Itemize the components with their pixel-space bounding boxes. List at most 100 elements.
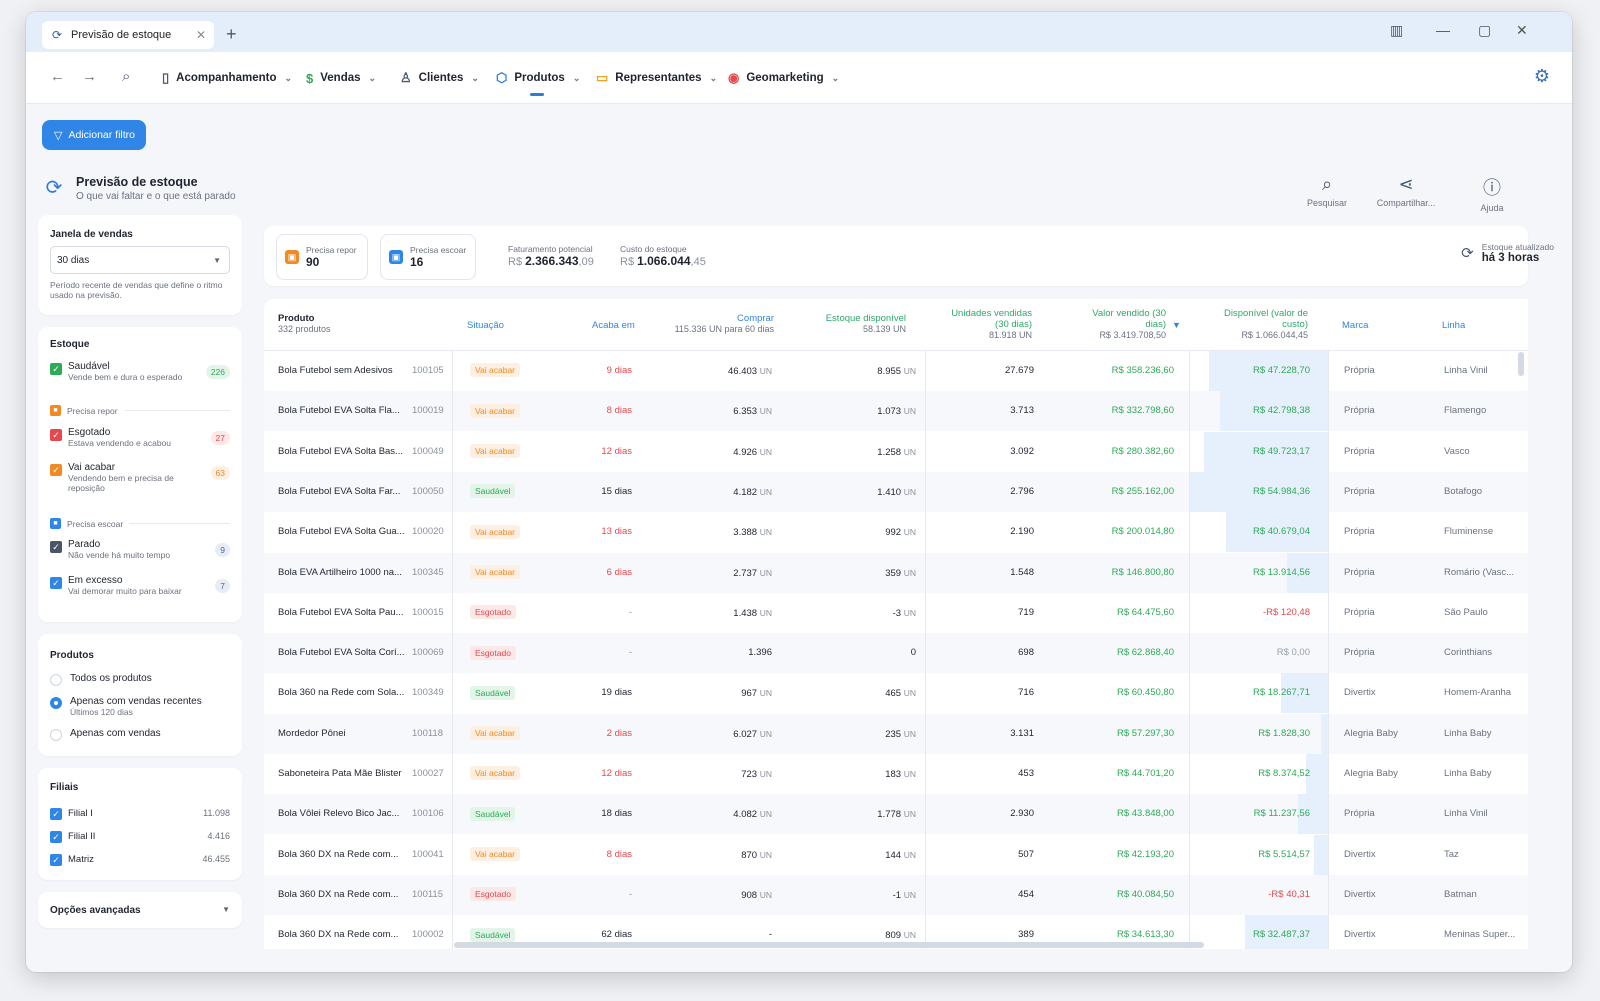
- col-product[interactable]: Produto 332 produtos: [278, 313, 331, 335]
- book-icon: ▯: [162, 70, 170, 85]
- table-row[interactable]: Bola Futebol EVA Solta Far... 100050 Saudá…: [264, 471, 1528, 512]
- product-name: Bola EVA Artilheiro 1000 na...: [278, 553, 406, 593]
- col-status[interactable]: Situação: [467, 320, 504, 331]
- stock-qty: 235 UN: [804, 714, 916, 754]
- branch-row[interactable]: ✓ Filial II 4.416: [50, 829, 230, 843]
- radio-recent-sales[interactable]: Apenas com vendas recentes Últimos 120 di…: [50, 696, 202, 717]
- radio-with-sales[interactable]: Apenas com vendas: [50, 728, 161, 741]
- units-sold-text: 454: [1018, 888, 1034, 900]
- checkbox-checked-icon[interactable]: ✓: [50, 808, 62, 820]
- new-tab-icon[interactable]: +: [226, 24, 237, 44]
- col-product-label: Produto: [278, 313, 315, 324]
- table-row[interactable]: Bola 360 DX na Rede com... 100002 Saudável…: [264, 915, 1528, 949]
- brand: Própria: [1344, 391, 1434, 431]
- nav-menu-geomarketing[interactable]: ◉ Geomarketing ⌄: [728, 52, 839, 104]
- stock-healthy-option[interactable]: ✓ Saudável Vende bem e dura o esperado 22…: [50, 361, 230, 382]
- table-row[interactable]: Saboneteira Pata Mãe Blister 100027 Vai ac…: [264, 754, 1528, 794]
- product-name: Saboneteira Pata Mãe Blister: [278, 754, 406, 794]
- gear-icon[interactable]: ⚙: [1533, 66, 1550, 86]
- table-row[interactable]: Bola Futebol sem Adesivos 100105 Vai acaba…: [264, 351, 1528, 391]
- table-row[interactable]: Bola Futebol EVA Solta Fla... 100019 Vai a…: [264, 391, 1528, 432]
- kpi-restock[interactable]: ▣ Precisa repor 90: [276, 234, 368, 280]
- table-row[interactable]: Bola Futebol EVA Solta Gua... 100020 Vai a…: [264, 512, 1528, 553]
- table-row[interactable]: Bola 360 DX na Rede com... 100115 Esgotado…: [264, 874, 1528, 915]
- refresh-icon[interactable]: ⟳: [1461, 245, 1474, 262]
- radio-on-icon[interactable]: [50, 697, 62, 709]
- branch-row[interactable]: ✓ Matriz 46.455: [50, 852, 230, 866]
- table-row[interactable]: Bola Futebol EVA Solta Corí... 100069 Esgo…: [264, 633, 1528, 674]
- status-badge: Esgotado: [470, 645, 516, 660]
- col-ends[interactable]: Acaba em: [592, 320, 635, 331]
- table-row[interactable]: Bola EVA Artilheiro 1000 na... 100345 Vai …: [264, 552, 1528, 593]
- add-filter-button[interactable]: ▽ Adicionar filtro: [42, 120, 146, 150]
- radio-off-icon[interactable]: [50, 674, 62, 686]
- branch-name: Filial II: [68, 830, 96, 842]
- sort-desc-icon[interactable]: ▼: [1172, 320, 1181, 330]
- table-row[interactable]: Bola Futebol EVA Solta Bas... 100049 Vai a…: [264, 431, 1528, 472]
- col-stock[interactable]: Estoque disponível 58.139 UN: [796, 313, 906, 335]
- stock-stopped-option[interactable]: ✓ Parado Não vende há muito tempo 9: [50, 539, 230, 560]
- buy-qty-text: 6.353: [733, 406, 758, 418]
- checkbox-checked-icon[interactable]: ✓: [50, 429, 62, 441]
- ends-in: 13 dias: [564, 512, 632, 552]
- close-tab-icon[interactable]: ✕: [195, 28, 206, 42]
- share-tool-button[interactable]: ⋖ Compartilhar...: [1374, 174, 1438, 208]
- horizontal-scrollbar[interactable]: [454, 942, 1204, 948]
- table-row[interactable]: Bola 360 na Rede com Sola... 100349 Saudáv…: [264, 673, 1528, 714]
- checkbox-checked-icon[interactable]: ✓: [50, 363, 62, 375]
- close-window-icon[interactable]: ✕: [1516, 22, 1528, 38]
- col-units[interactable]: Unidades vendidas (30 dias) 81.918 UN: [938, 308, 1032, 341]
- table-row[interactable]: Bola 360 DX na Rede com... 100041 Vai acab…: [264, 834, 1528, 875]
- col-buy[interactable]: Comprar 115.336 UN para 60 dias: [654, 313, 774, 335]
- stock-soldout-option[interactable]: ✓ Esgotado Estava vendendo e acabou 27: [50, 427, 230, 448]
- column-divider: [1189, 351, 1190, 949]
- browser-tab[interactable]: ⟳ Previsão de estoque ✕: [42, 21, 214, 49]
- sales-window-select[interactable]: 30 dias ▼: [50, 246, 230, 274]
- advanced-options-toggle[interactable]: Opções avançadas ▼: [38, 892, 242, 928]
- nav-menu-produtos[interactable]: ⬡ Produtos ⌄: [496, 52, 580, 104]
- col-line[interactable]: Linha: [1442, 320, 1466, 331]
- all-products-label: Todos os produtos: [70, 673, 152, 684]
- help-tool-button[interactable]: ⓘ Ajuda: [1474, 174, 1510, 213]
- minimize-icon[interactable]: —: [1436, 22, 1450, 38]
- search-tool-button[interactable]: ⌕ Pesquisar: [1306, 174, 1348, 208]
- branch-row[interactable]: ✓ Filial I 11.098: [50, 806, 230, 820]
- table-row[interactable]: Mordedor Pônei 100118 Vai acabar 2 dias 6.02…: [264, 713, 1528, 754]
- stock-updated[interactable]: ⟳ Estoque atualizado há 3 horas: [1461, 242, 1554, 264]
- nav-menu-clientes[interactable]: ♙ Clientes ⌄: [400, 52, 479, 104]
- col-sold[interactable]: Valor vendido (30 dias) R$ 3.419.708,50: [1070, 308, 1166, 341]
- ends-in-text: 18 dias: [601, 808, 632, 820]
- stock-qty: 1.778 UN: [804, 794, 916, 834]
- checkbox-checked-icon[interactable]: ✓: [50, 577, 62, 589]
- units-sold-text: 507: [1018, 848, 1034, 860]
- brand: Própria: [1344, 553, 1434, 593]
- unit-label: UN: [903, 366, 916, 376]
- split-view-icon[interactable]: ▥: [1390, 22, 1404, 38]
- forward-arrow-icon[interactable]: →: [82, 68, 97, 85]
- checkbox-checked-icon[interactable]: ✓: [50, 541, 62, 553]
- table-row[interactable]: Bola Futebol EVA Solta Pau... 100015 Esgot…: [264, 593, 1528, 633]
- col-brand[interactable]: Marca: [1342, 320, 1369, 331]
- nav-menu-acompanhamento[interactable]: ▯ Acompanhamento ⌄: [162, 52, 292, 104]
- available-value: R$ 13.914,56: [1214, 553, 1310, 593]
- stock-qty: 8.955 UN: [804, 351, 916, 391]
- checkbox-checked-icon[interactable]: ✓: [50, 464, 62, 476]
- back-arrow-icon[interactable]: ←: [50, 68, 65, 85]
- stock-ending-option[interactable]: ✓ Vai acabar Vendendo bem e precisa de re…: [50, 462, 230, 493]
- stock-excess-option[interactable]: ✓ Em excesso Vai demorar muito para baixa…: [50, 575, 230, 596]
- kpi-clear[interactable]: ▣ Precisa escoar 16: [380, 234, 476, 280]
- nav-menu-vendas[interactable]: $ Vendas ⌄: [306, 52, 376, 104]
- radio-off-icon[interactable]: [50, 729, 62, 741]
- checkbox-checked-icon[interactable]: ✓: [50, 831, 62, 843]
- maximize-icon[interactable]: ▢: [1478, 22, 1492, 38]
- search-icon[interactable]: ⌕: [122, 68, 131, 85]
- radio-all-products[interactable]: Todos os produtos: [50, 673, 152, 686]
- nav-menu-representantes[interactable]: ▭ Representantes ⌄: [596, 52, 717, 104]
- col-avail[interactable]: Disponível (valor de custo) R$ 1.066.044…: [1210, 308, 1308, 341]
- checkbox-checked-icon[interactable]: ✓: [50, 854, 62, 866]
- vertical-scrollbar[interactable]: [1518, 352, 1524, 376]
- table-row[interactable]: Bola Vôlei Relevo Bico Jac... 100106 Saudá…: [264, 794, 1528, 835]
- updated-value: há 3 horas: [1481, 252, 1540, 264]
- line-text: Linha Vinil: [1444, 365, 1488, 376]
- chevron-down-icon: ⌄: [284, 72, 293, 83]
